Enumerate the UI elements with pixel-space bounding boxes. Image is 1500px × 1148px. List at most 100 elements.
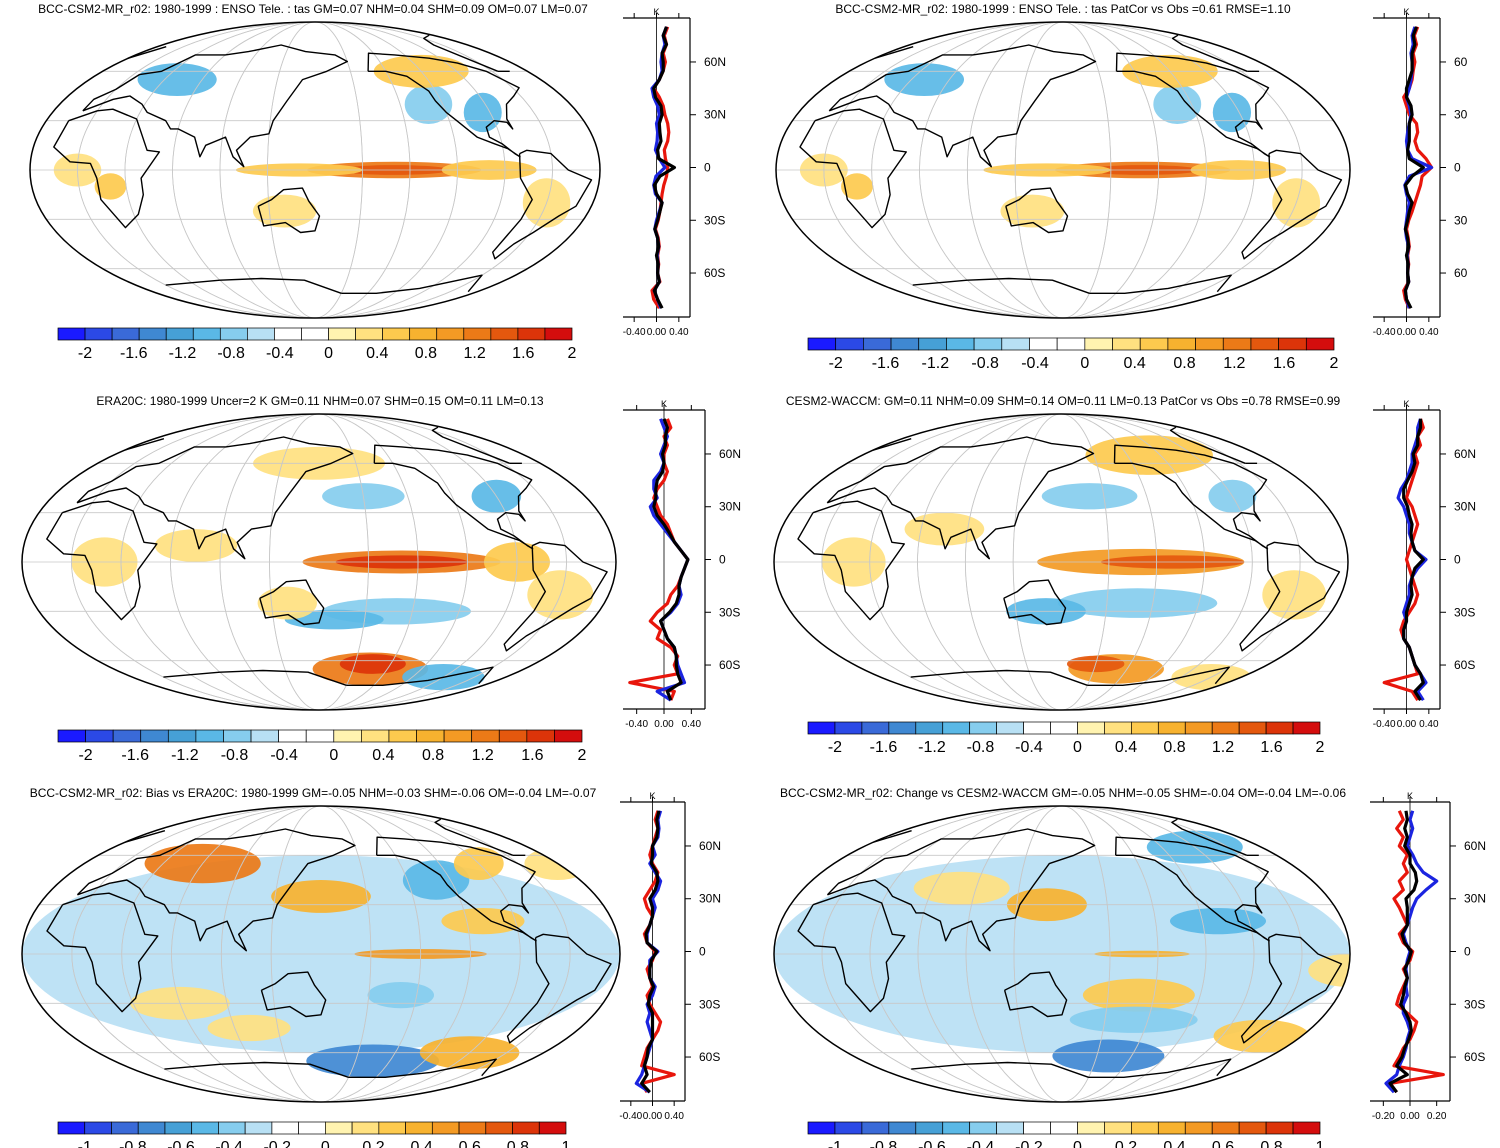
colorbar-swatch <box>863 337 892 351</box>
profile-x-tick-label: -0.40 <box>619 1111 642 1122</box>
profile-line-black <box>1403 26 1425 309</box>
colorbar-swatch <box>361 729 390 743</box>
map-gridlines <box>30 22 600 318</box>
colorbar-tick-label: -0.4 <box>270 747 298 764</box>
colorbar-tick-label: -0.2 <box>1015 1139 1043 1148</box>
map-gridlines <box>776 22 1350 318</box>
coastline <box>46 500 158 621</box>
colorbar-swatch <box>247 327 275 341</box>
coastline <box>341 274 483 294</box>
map-border <box>773 413 1349 711</box>
profile-y-tick-label: 60S <box>699 1050 720 1064</box>
map-meridian <box>917 414 1205 710</box>
colorbar-swatch <box>807 1121 836 1135</box>
colorbar: -1 -0.8 -0.6 -0.4 -0.2 0 0.2 0.4 0.6 0.8 1 <box>57 1121 571 1148</box>
colorbar-tick-label: -0.8 <box>221 747 249 764</box>
colorbar-tick-label: -2 <box>78 747 92 764</box>
map-meridian <box>821 414 1301 710</box>
colorbar-tick-label: -0.8 <box>870 1139 898 1148</box>
colorbar-swatch <box>463 327 492 341</box>
coastline <box>872 438 912 451</box>
anomaly-region <box>1082 978 1195 1012</box>
coastline <box>257 187 321 234</box>
coastline <box>1087 666 1230 686</box>
profile-y-tick-label: 30N <box>699 892 721 906</box>
world-map <box>776 22 1350 318</box>
profile-x-tick-label: 0.40 <box>664 1111 684 1122</box>
colorbar-swatch <box>1131 1121 1159 1135</box>
profile-y-tick-label: 30N <box>719 500 741 514</box>
profile-line-black <box>1402 418 1425 702</box>
colorbar-swatch <box>1222 337 1252 351</box>
map-meridian <box>821 806 1303 1102</box>
coastline <box>423 34 499 72</box>
profile-line-black <box>1388 810 1419 1094</box>
world-map <box>774 414 1348 710</box>
profile-unit-label: K <box>649 791 655 801</box>
profile-x-tick-label: -0.40 <box>1373 719 1396 730</box>
map-meridian <box>965 806 1159 1102</box>
world-map <box>22 806 620 1102</box>
colorbar-tick-label: 0 <box>321 1139 330 1148</box>
colorbar-swatch <box>969 721 997 735</box>
colorbar-swatch <box>416 729 445 743</box>
colorbar-tick-label: -0.6 <box>918 1139 946 1148</box>
profile-line-red <box>1382 418 1425 702</box>
profile-x-tick-label: 0.40 <box>1419 719 1439 730</box>
profile-y-tick-label: 60N <box>1464 839 1486 853</box>
zonal-profile: K -0.40 0.00 0.40 60N 30N 0 30S 60S <box>1373 399 1476 730</box>
map-meridian <box>1014 22 1112 318</box>
map-meridian <box>121 806 521 1102</box>
colorbar-swatch <box>84 327 113 341</box>
colorbar-swatch <box>1278 337 1307 351</box>
profile-y-tick-label: 60N <box>1454 447 1476 461</box>
colorbar-swatch <box>244 1121 273 1135</box>
colorbar-swatch <box>333 729 362 743</box>
profile-y-tick-label: 0 <box>1464 945 1471 959</box>
map-meridian <box>219 414 419 710</box>
coastline <box>434 818 514 856</box>
colorbar-swatch <box>498 729 528 743</box>
coastline <box>1115 836 1270 942</box>
map-meridian <box>71 806 571 1102</box>
coastline <box>1169 426 1246 464</box>
map-meridian <box>917 806 1207 1102</box>
map-border <box>21 413 617 711</box>
colorbar-tick-label: 1.6 <box>512 345 534 362</box>
colorbar-tick-label: 0.4 <box>372 747 394 764</box>
colorbar-tick-label: 2 <box>1330 355 1339 372</box>
colorbar-tick-label: 0.2 <box>362 1139 384 1148</box>
profile-y-tick-label: 0 <box>1454 553 1461 567</box>
anomaly-region <box>441 907 525 935</box>
colorbar-swatch <box>195 729 224 743</box>
coastline <box>76 436 354 560</box>
profile-line-black <box>640 810 661 1094</box>
coastline <box>826 436 1095 560</box>
colorbar-swatch <box>57 729 86 743</box>
map-meridian <box>171 806 471 1102</box>
coastline <box>1240 933 1343 1044</box>
profile-unit-label: K <box>661 399 667 409</box>
colorbar-tick-label: 0.4 <box>1124 355 1146 372</box>
colorbar-swatch <box>471 729 500 743</box>
colorbar-swatch <box>1157 721 1186 735</box>
colorbar-tick-label: 0.8 <box>1173 355 1195 372</box>
coastline <box>797 500 906 621</box>
map-gridlines <box>22 414 616 710</box>
colorbar-swatch <box>1184 721 1213 735</box>
coastline <box>912 277 1090 294</box>
colorbar-tick-label: 0 <box>1073 1139 1082 1148</box>
colorbar-swatch <box>969 1121 997 1135</box>
colorbar-tick-label: 0 <box>1080 355 1089 372</box>
colorbar-tick-label: -1 <box>828 1139 842 1148</box>
colorbar-tick-label: 0.4 <box>366 345 388 362</box>
coastline <box>431 426 510 464</box>
colorbar-tick-label: 1.2 <box>1212 739 1234 756</box>
colorbar-tick-label: -1.2 <box>171 747 199 764</box>
colorbar-swatch <box>834 721 863 735</box>
colorbar-swatch <box>1050 721 1078 735</box>
coastline <box>376 836 537 942</box>
profile-y-tick-label: 60 <box>1454 266 1468 280</box>
anomaly-region <box>1069 1006 1198 1033</box>
colorbar-swatch <box>325 1121 353 1135</box>
